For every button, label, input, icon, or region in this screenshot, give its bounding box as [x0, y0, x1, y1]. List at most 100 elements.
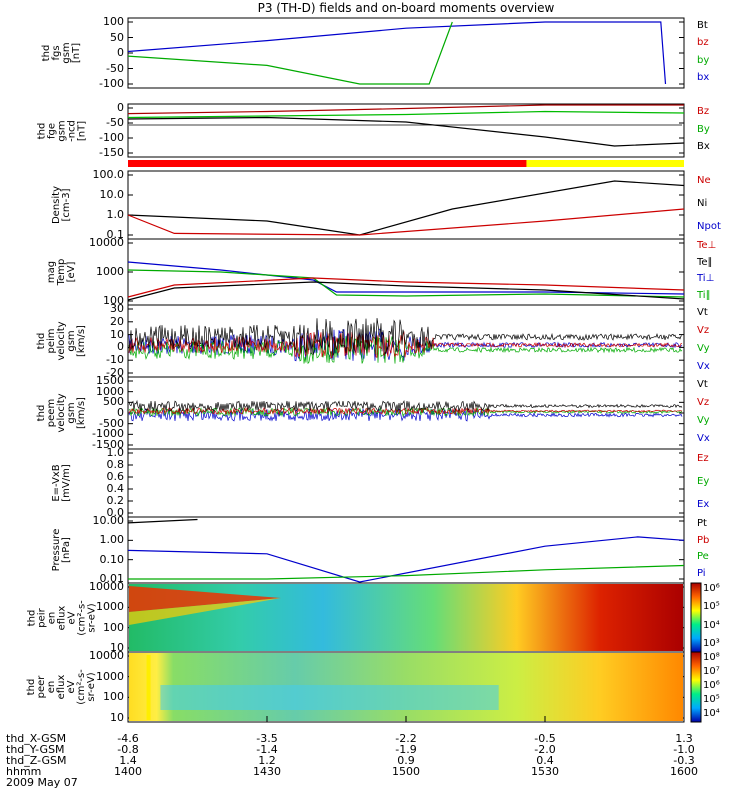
series-pressure-Pe [128, 564, 685, 580]
ytick-peer: 100 [103, 690, 124, 704]
legend-density-Ne: Ne [697, 175, 711, 187]
ylabel-peem: thd peem velocity gsm [km/s] [36, 393, 87, 433]
ytick-fgm: -50 [106, 116, 124, 129]
footer-value-z: 0.9 [397, 754, 415, 767]
ytick-efield: 0.4 [106, 482, 125, 495]
colorbar-tick-peer: 10⁷ [703, 666, 720, 677]
series-fgm-Bz [127, 104, 684, 115]
series-density-Ne [127, 208, 685, 236]
ytick-peer: 10 [110, 711, 124, 724]
ion-band-yellow [129, 598, 281, 625]
ytick-peim: -10 [106, 353, 124, 367]
ytick-peim: 0 [117, 340, 124, 354]
series-peem-Vt [128, 399, 683, 413]
legend-efield-Ez: Ez [697, 453, 709, 465]
ytick-fgs: -50 [106, 61, 124, 75]
series-temp-Ti-perp [127, 261, 685, 295]
ytick-peer: 1000 [96, 669, 124, 683]
footer-value-y: -0.8 [117, 743, 139, 756]
footer-value-z: -0.3 [673, 754, 695, 767]
ytick-peim: -20 [106, 366, 124, 379]
ytick-temp: 100 [103, 294, 124, 307]
legend-density-Ni: Ni [697, 198, 708, 209]
ytick-peir: 10000 [89, 580, 124, 593]
legend-pressure-Pi: Pi [697, 567, 706, 579]
ytick-fgm: -150 [99, 146, 124, 159]
ytick-pressure: 0.10 [99, 552, 125, 566]
colorbar-tick-peir: 10⁴ [703, 619, 720, 631]
footer-value-t: 1500 [392, 765, 420, 778]
legend-fgs-bx: bx [697, 72, 710, 84]
footer-value-z: 1.2 [258, 754, 276, 767]
legend-density-Npot: Npot [697, 220, 721, 232]
legend-peim-Vt: Vt [697, 307, 708, 318]
legend-fgm-Bx: Bx [697, 141, 710, 153]
ytick-peer: 10000 [89, 649, 124, 662]
electron-stripe [146, 655, 151, 720]
footer-value-y: -1.4 [256, 743, 278, 756]
status-bar-red [128, 160, 527, 167]
panel-frame-fgm [127, 103, 685, 158]
panel-frame-efield [127, 448, 685, 518]
series-peem-Vz [128, 406, 683, 416]
ytick-fgm: -100 [99, 131, 124, 144]
series-peim-Vz [128, 331, 683, 359]
footer-value-t: 1600 [670, 765, 698, 778]
ylabel-density: Density [cm-3] [51, 185, 72, 225]
ytick-efield: 0.8 [106, 458, 125, 471]
legend-efield-Ey: Ey [697, 476, 710, 487]
ytick-fgs: 50 [110, 30, 124, 44]
footer-value-y: -1.9 [395, 743, 417, 756]
colorbar-peer [690, 651, 702, 723]
status-bar-yellow [526, 160, 684, 167]
ytick-peem: -1000 [92, 427, 124, 441]
legend-peem-Vx: Vx [697, 433, 710, 444]
colorbar-tick-peer: 10⁵ [703, 694, 720, 705]
series-density-Ni [127, 180, 685, 236]
legend-fgs-by: by [697, 54, 710, 66]
footer-value-y: -2.0 [534, 743, 556, 756]
legend-pressure-Pb: Pb [697, 534, 710, 546]
footer-label-hhmm: hhmm [6, 765, 42, 778]
colorbar-peir [690, 582, 702, 653]
ytick-peim: 20 [110, 314, 124, 328]
ytick-pressure: 0.01 [99, 572, 125, 585]
series-pressure-Pt [127, 518, 198, 524]
ylabel-fgm: thd fge gsm -ncd [nT] [36, 119, 87, 142]
footer-value-z: 0.4 [536, 754, 554, 767]
legend-peim-Vy: Vy [697, 343, 710, 354]
ion-band-red [129, 586, 281, 612]
legend-peim-Vz: Vz [697, 325, 710, 336]
ytick-efield: 1.0 [106, 446, 125, 459]
footer-value-x: -0.5 [534, 732, 556, 745]
colorbar-tick-peir: 10³ [703, 638, 720, 649]
series-fgm-Bx [127, 116, 685, 147]
ytick-temp: 10000 [89, 236, 124, 249]
legend-fgm-By: By [697, 123, 710, 135]
ytick-temp: 1000 [96, 265, 124, 278]
footer-value-x: -4.6 [117, 732, 139, 745]
ytick-efield: 0.6 [106, 470, 125, 483]
ytick-peem: 1000 [96, 384, 124, 398]
footer-value-t: 1430 [253, 765, 281, 778]
ytick-peem: 1500 [96, 374, 124, 387]
colorbar-tick-peer: 10⁶ [703, 680, 720, 691]
footer-value-t: 1400 [114, 765, 142, 778]
legend-peim-Vx: Vx [697, 361, 710, 372]
series-peem-Vx [128, 408, 683, 422]
legend-fgs-bz: bz [697, 37, 709, 49]
legend-fgs-Bt: Bt [697, 19, 708, 31]
ytick-peem: -500 [99, 416, 124, 430]
ytick-pressure: 1.00 [99, 533, 125, 547]
footer-value-x: -2.2 [395, 732, 417, 745]
footer-value-x: -3.5 [256, 732, 278, 745]
legend-temp-Te⊥: Te⊥ [697, 240, 717, 252]
colorbar-tick-peir: 10⁵ [703, 601, 720, 613]
series-temp-Ti-par [127, 269, 685, 298]
ytick-density: 10.0 [99, 188, 125, 201]
ylabel-peim: thd peim velocity gsm [km/s] [36, 321, 87, 361]
legend-peem-Vy: Vy [697, 415, 710, 426]
ylabel-fgs: thd fgs gsm [nT] [41, 42, 82, 64]
legend-peem-Vz: Vz [697, 397, 710, 408]
